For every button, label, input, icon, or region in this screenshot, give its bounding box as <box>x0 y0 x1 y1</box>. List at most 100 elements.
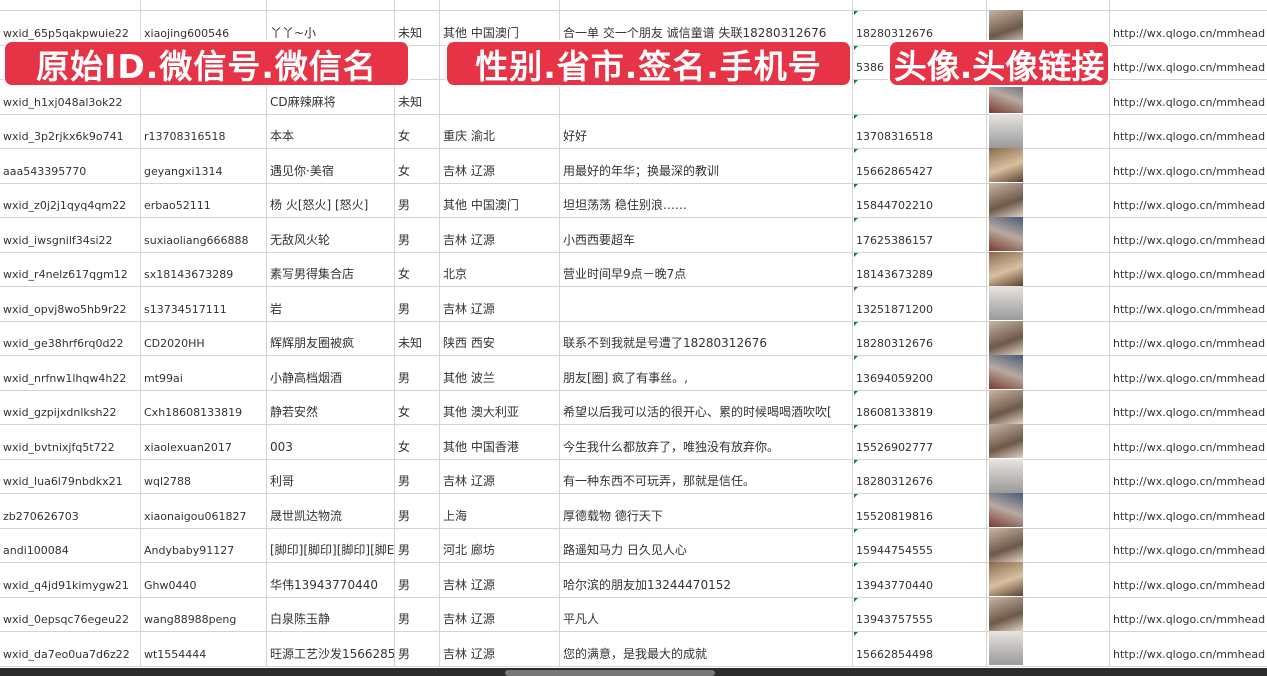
cell-wechat-id[interactable]: Andybaby91127 <box>141 527 267 562</box>
cell-wechat-name[interactable]: 丫丫~小 <box>267 10 395 45</box>
cell-signature[interactable]: 营业时间早9点－晚7点 <box>560 251 853 286</box>
cell-phone[interactable]: 17625386157 <box>853 217 987 252</box>
cell-wechat-name[interactable]: 遇见你·美宿 <box>267 148 395 183</box>
cell-wechat-id[interactable]: wql2788 <box>141 458 267 493</box>
cell-wechat-name[interactable]: [脚印][脚印][脚印][脚E <box>267 527 395 562</box>
cell-signature[interactable]: 用最好的年华；换最深的教训 <box>560 148 853 183</box>
cell-avatar[interactable] <box>987 389 1110 424</box>
cell-wechat-name[interactable]: 本本 <box>267 113 395 148</box>
cell-gender[interactable]: 男 <box>395 493 440 528</box>
cell-gender[interactable]: 女 <box>395 251 440 286</box>
cell-wechat-id[interactable]: wt1554444 <box>141 631 267 666</box>
cell-phone[interactable]: 13943770440 <box>853 562 987 597</box>
cell-empty[interactable] <box>560 0 853 10</box>
cell-phone[interactable]: 15844702210 <box>853 182 987 217</box>
cell-avatar-url[interactable]: http://wx.qlogo.cn/mmhead <box>1110 183 1267 218</box>
cell-phone[interactable]: 13251871200 <box>853 286 987 321</box>
cell-avatar-url[interactable]: http://wx.qlogo.cn/mmhead <box>1110 528 1267 563</box>
cell-avatar-url[interactable]: http://wx.qlogo.cn/mmhead <box>1110 10 1267 45</box>
cell-gender[interactable]: 男 <box>395 527 440 562</box>
cell-original-id[interactable]: zb270626703 <box>0 493 141 528</box>
cell-signature[interactable]: 有一种东西不可玩弄，那就是信任。 <box>560 458 853 493</box>
cell-original-id[interactable]: wxid_r4nelz617qgm12 <box>0 251 141 286</box>
cell-avatar[interactable] <box>987 148 1110 183</box>
cell-wechat-name[interactable]: 白泉陈玉静 <box>267 596 395 631</box>
cell-original-id[interactable]: aaa543395770 <box>0 148 141 183</box>
cell-wechat-id[interactable]: wang88988peng <box>141 596 267 631</box>
cell-avatar[interactable] <box>987 424 1110 459</box>
cell-region[interactable]: 北京 <box>440 251 560 286</box>
cell-empty[interactable] <box>0 0 141 10</box>
cell-wechat-id[interactable]: sx18143673289 <box>141 251 267 286</box>
cell-signature[interactable]: 您的满意，是我最大的成就 <box>560 631 853 666</box>
cell-phone[interactable]: 18280312676 <box>853 10 987 45</box>
cell-signature[interactable]: 希望以后我可以活的很开心、累的时候喝喝酒吹吹[ <box>560 389 853 424</box>
cell-gender[interactable]: 未知 <box>395 79 440 114</box>
cell-region[interactable]: 吉林 辽源 <box>440 458 560 493</box>
cell-region[interactable]: 上海 <box>440 493 560 528</box>
cell-region[interactable]: 其他 中国澳门 <box>440 10 560 45</box>
cell-wechat-name[interactable]: 岩 <box>267 286 395 321</box>
cell-phone[interactable]: 13943757555 <box>853 596 987 631</box>
cell-avatar-url[interactable]: http://wx.qlogo.cn/mmhead <box>1110 390 1267 425</box>
cell-gender[interactable] <box>395 44 440 79</box>
cell-wechat-id[interactable] <box>141 79 267 114</box>
cell-empty[interactable] <box>987 0 1110 10</box>
cell-original-id[interactable]: wxid_iwsgnilf34si22 <box>0 217 141 252</box>
cell-original-id[interactable]: wxid_z0j2j1qyq4qm22 <box>0 182 141 217</box>
cell-avatar-url[interactable]: http://wx.qlogo.cn/mmhead <box>1110 217 1267 252</box>
cell-original-id[interactable]: wxid_q4jd91kimygw21 <box>0 562 141 597</box>
cell-empty[interactable] <box>395 0 440 10</box>
cell-signature[interactable]: 小西西要超车 <box>560 217 853 252</box>
cell-phone[interactable]: 18143673289 <box>853 251 987 286</box>
cell-phone[interactable]: 15526902777 <box>853 424 987 459</box>
cell-phone[interactable]: 18280312676 <box>853 320 987 355</box>
cell-wechat-id[interactable]: xiaojing600546 <box>141 10 267 45</box>
cell-gender[interactable]: 男 <box>395 458 440 493</box>
cell-avatar-url[interactable]: http://wx.qlogo.cn/mmhead <box>1110 114 1267 149</box>
cell-avatar[interactable] <box>987 10 1110 45</box>
cell-region[interactable]: 吉林 辽源 <box>440 217 560 252</box>
cell-phone[interactable]: 15662865427 <box>853 148 987 183</box>
cell-avatar[interactable] <box>987 320 1110 355</box>
cell-gender[interactable]: 女 <box>395 389 440 424</box>
cell-wechat-name[interactable]: 利哥 <box>267 458 395 493</box>
cell-avatar[interactable] <box>987 596 1110 631</box>
cell-signature[interactable]: 联系不到我就是号遭了18280312676 <box>560 320 853 355</box>
cell-avatar-url[interactable]: http://wx.qlogo.cn/mmhead <box>1110 252 1267 287</box>
cell-empty[interactable] <box>853 0 987 10</box>
cell-avatar-url[interactable]: http://wx.qlogo.cn/mmhead <box>1110 597 1267 632</box>
cell-region[interactable]: 吉林 辽源 <box>440 286 560 321</box>
cell-region[interactable]: 其他 澳大利亚 <box>440 389 560 424</box>
cell-original-id[interactable]: wxid_nrfnw1lhqw4h22 <box>0 355 141 390</box>
cell-avatar-url[interactable]: http://wx.qlogo.cn/mmhead <box>1110 79 1267 114</box>
cell-wechat-name[interactable]: 华伟13943770440 <box>267 562 395 597</box>
cell-avatar-url[interactable]: http://wx.qlogo.cn/mmhead <box>1110 148 1267 183</box>
cell-wechat-name[interactable]: CD麻辣麻将 <box>267 79 395 114</box>
cell-signature[interactable]: 平凡人 <box>560 596 853 631</box>
cell-avatar[interactable] <box>987 493 1110 528</box>
cell-wechat-id[interactable]: Ghw0440 <box>141 562 267 597</box>
cell-region[interactable]: 吉林 辽源 <box>440 596 560 631</box>
cell-wechat-name[interactable]: 003 <box>267 424 395 459</box>
cell-region[interactable]: 吉林 辽源 <box>440 631 560 666</box>
cell-signature[interactable]: 坦坦荡荡 稳住别浪…… <box>560 182 853 217</box>
cell-empty[interactable] <box>440 0 560 10</box>
cell-wechat-id[interactable]: geyangxi1314 <box>141 148 267 183</box>
cell-signature[interactable]: 好好 <box>560 113 853 148</box>
cell-original-id[interactable]: wxid_bvtnixjfq5t722 <box>0 424 141 459</box>
cell-signature[interactable]: 厚德载物 德行天下 <box>560 493 853 528</box>
cell-wechat-name[interactable]: 辉辉朋友圈被疯 <box>267 320 395 355</box>
cell-wechat-name[interactable]: 小静高档烟酒 <box>267 355 395 390</box>
cell-avatar[interactable] <box>987 251 1110 286</box>
cell-phone[interactable]: 15662854498 <box>853 631 987 666</box>
cell-gender[interactable]: 女 <box>395 113 440 148</box>
cell-wechat-id[interactable]: erbao52111 <box>141 182 267 217</box>
cell-avatar-url[interactable]: http://wx.qlogo.cn/mmhead <box>1110 45 1267 80</box>
cell-avatar[interactable] <box>987 44 1110 79</box>
cell-wechat-id[interactable]: suxiaoliang666888 <box>141 217 267 252</box>
cell-phone[interactable]: 13694059200 <box>853 355 987 390</box>
cell-wechat-id[interactable]: Cxh18608133819 <box>141 389 267 424</box>
cell-avatar-url[interactable]: http://wx.qlogo.cn/mmhead <box>1110 631 1267 666</box>
cell-signature[interactable] <box>560 286 853 321</box>
